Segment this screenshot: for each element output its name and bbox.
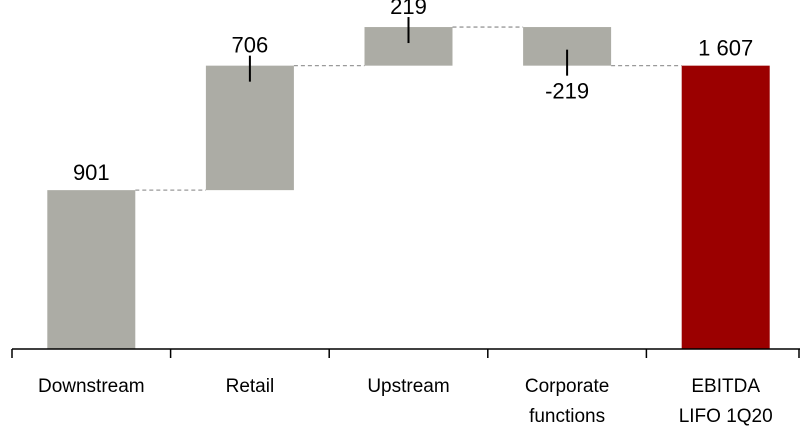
bar-1: [205, 65, 294, 191]
category-label-4: EBITDA LIFO 1Q20: [679, 376, 773, 426]
category-labels: Downstream Retail Upstream Corporate functio…: [38, 376, 773, 426]
value-labels: 901 706 219 -219 1 607: [73, 0, 753, 185]
value-label-3: -219: [545, 79, 589, 104]
category-label-2: Upstream: [367, 376, 449, 397]
connector-lines: [135, 26, 682, 191]
bars: [47, 27, 770, 350]
value-label-1: 706: [232, 33, 269, 58]
value-label-2: 219: [390, 0, 427, 19]
value-label-4: 1 607: [698, 36, 753, 61]
bar-4: [681, 65, 770, 350]
category-label-1: Retail: [226, 376, 275, 397]
bar-0: [47, 190, 136, 349]
category-label-0: Downstream: [38, 376, 145, 397]
category-label-3: Corporate functions: [525, 376, 610, 426]
x-axis: [11, 348, 800, 358]
value-label-0: 901: [73, 160, 110, 185]
